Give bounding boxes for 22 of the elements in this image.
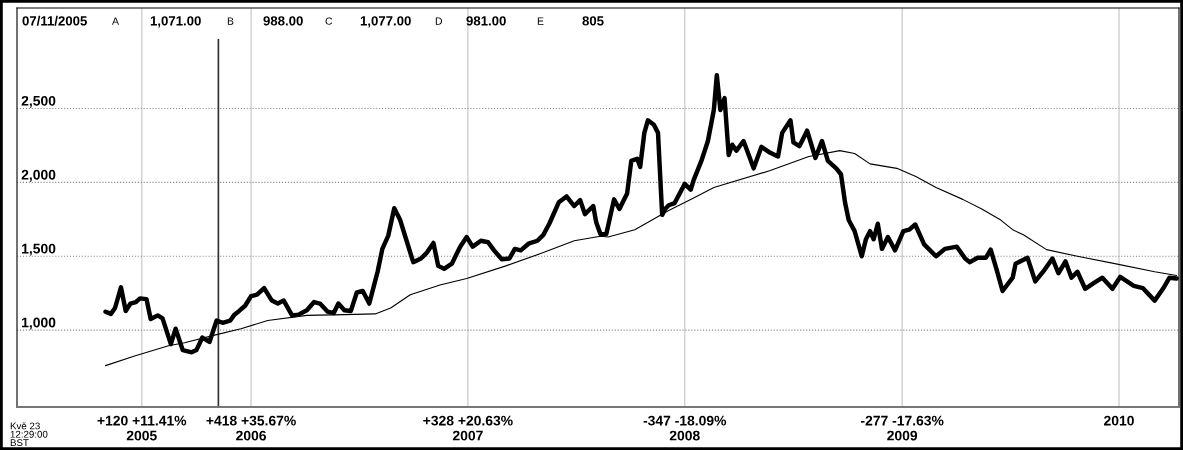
annotation: 07/11/2005 [22, 15, 87, 26]
annotation: B [227, 17, 234, 25]
x-tick-label: +418 +35.67% 2006 [206, 415, 296, 441]
x-tick-label: -347 -18.09% 2008 [643, 415, 727, 441]
annotation: 1,077.00 [360, 16, 411, 28]
x-tick-label: 2010 [1104, 415, 1134, 426]
annotation: D [435, 17, 443, 25]
y-tick-label: 1,000 [22, 317, 56, 330]
annotation: A [112, 17, 119, 25]
annotation: 1,071.00 [150, 16, 201, 28]
x-tick-label: -277 -17.63% 2009 [861, 415, 944, 441]
annotation: E [537, 17, 544, 25]
x-tick-label: +328 +20.63% 2007 [423, 415, 513, 441]
text: Kvě 23 12:29:00 BST [10, 422, 48, 447]
x-tick-label: +120 +11.41% 2005 [97, 415, 187, 441]
y-tick-label: 2,000 [21, 169, 56, 182]
y-tick-label: 1,500 [22, 243, 56, 256]
annotation: 805 [582, 16, 604, 26]
annotation: 988.00 [263, 16, 303, 26]
annotation: C [325, 17, 333, 25]
y-tick-label: 2,500 [21, 95, 56, 108]
annotation: 981.00 [466, 16, 506, 26]
